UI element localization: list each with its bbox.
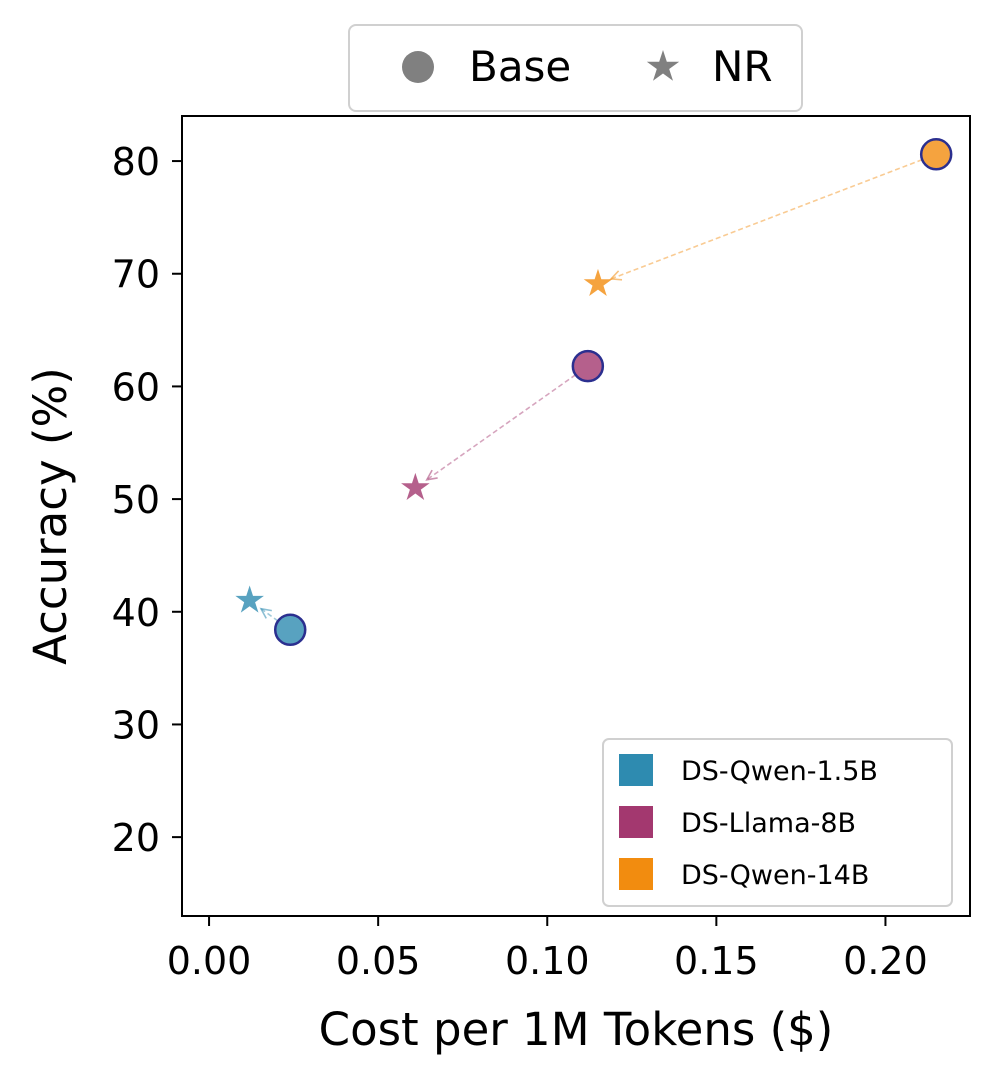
legend-base-marker bbox=[402, 51, 434, 83]
series-legend: DS-Qwen-1.5B DS-Llama-8B DS-Qwen-14B bbox=[602, 738, 953, 907]
y-tick-label: 70 bbox=[112, 253, 160, 297]
point-nr-ds-llama-8b bbox=[401, 472, 430, 500]
legend-base-label: Base bbox=[469, 42, 571, 91]
y-tick-label: 40 bbox=[112, 591, 160, 635]
legend-swatch-ds-qwen-14b bbox=[619, 858, 653, 890]
point-base-ds-qwen-1-5b bbox=[273, 613, 307, 647]
y-tick-label: 20 bbox=[112, 816, 160, 860]
arrowhead-ds-llama-8b bbox=[425, 469, 438, 481]
marker-legend-box bbox=[348, 24, 803, 112]
arrow-ds-qwen-1-5b bbox=[260, 608, 279, 622]
legend-label-ds-qwen-1-5b: DS-Qwen-1.5B bbox=[681, 756, 878, 787]
point-nr-ds-qwen-1-5b bbox=[235, 585, 264, 613]
legend-label-ds-llama-8b: DS-Llama-8B bbox=[681, 808, 856, 839]
data-points bbox=[235, 138, 953, 647]
legend-nr-label: NR bbox=[712, 42, 773, 91]
arrowhead-ds-qwen-14b bbox=[609, 270, 623, 281]
x-tick-label: 0.00 bbox=[167, 939, 252, 983]
legend-label-ds-qwen-14b: DS-Qwen-14B bbox=[681, 860, 869, 891]
y-axis-title: Accuracy (%) bbox=[24, 367, 77, 665]
axis-ticks: 0.00 0.05 0.10 0.15 0.20 20 30 40 50 60 70 80 bbox=[112, 140, 928, 983]
y-tick-label: 80 bbox=[112, 140, 160, 184]
arrow-ds-llama-8b bbox=[426, 374, 577, 481]
legend-swatch-ds-qwen-1-5b bbox=[619, 754, 653, 786]
x-tick-label: 0.05 bbox=[336, 939, 421, 983]
y-tick-label: 60 bbox=[112, 365, 160, 409]
legend-nr-marker bbox=[646, 50, 680, 81]
legend-swatch-ds-llama-8b bbox=[619, 806, 653, 838]
y-tick-label: 50 bbox=[112, 478, 160, 522]
x-tick-label: 0.10 bbox=[505, 939, 590, 983]
arrow-ds-qwen-14b bbox=[610, 158, 923, 280]
marker-legend: Base NR bbox=[348, 24, 803, 112]
plot-frame bbox=[181, 115, 971, 917]
x-tick-label: 0.20 bbox=[843, 939, 928, 983]
point-nr-ds-qwen-14b bbox=[583, 268, 613, 297]
point-base-ds-qwen-14b bbox=[919, 138, 953, 171]
arrowhead-ds-qwen-1-5b bbox=[259, 607, 272, 619]
x-tick-label: 0.15 bbox=[674, 939, 759, 983]
x-axis-title: Cost per 1M Tokens ($) bbox=[319, 1003, 834, 1056]
connector-arrows bbox=[259, 158, 923, 622]
point-base-ds-llama-8b bbox=[571, 349, 605, 383]
series-legend-box bbox=[602, 738, 953, 907]
y-tick-label: 30 bbox=[112, 703, 160, 747]
